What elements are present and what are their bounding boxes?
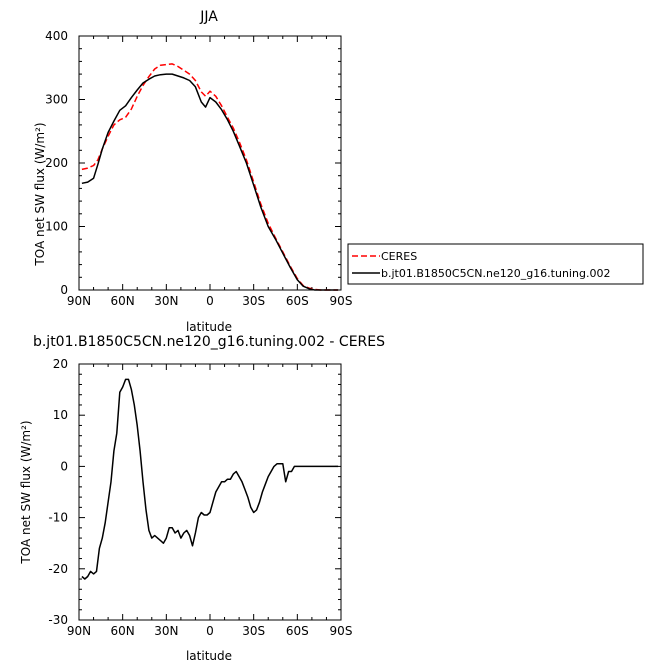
bottom-ylabel: TOA net SW flux (W/m²) (19, 420, 33, 564)
top-plot-frame (78, 35, 342, 291)
top-series-line-1 (81, 73, 339, 291)
bottom-xtick-label: 90N (67, 624, 91, 638)
bottom-ytick-label: -10 (48, 511, 68, 525)
bottom-ytick-label: 0 (60, 459, 68, 473)
bottom-panel: b.jt01.B1850C5CN.ne120_g16.tuning.002 - … (19, 334, 385, 663)
top-xtick-label: 0 (206, 294, 214, 308)
top-xtick-label: 90S (330, 294, 353, 308)
top-ytick-label: 0 (60, 283, 68, 297)
bottom-ytick-label: -30 (48, 613, 68, 627)
top-xtick-label: 30S (242, 294, 265, 308)
top-xtick-label: 60N (111, 294, 135, 308)
legend-label-model: b.jt01.B1850C5CN.ne120_g16.tuning.002 (381, 267, 610, 280)
legend-label-ceres: CERES (381, 250, 417, 263)
bottom-xtick-label: 60S (286, 624, 309, 638)
bottom-xlabel: latitude (186, 649, 232, 663)
bottom-series-line-0 (81, 378, 339, 580)
top-ylabel: TOA net SW flux (W/m²) (33, 122, 47, 266)
top-title: JJA (199, 9, 218, 25)
top-panel: JJA TOA net SW flux (W/m²) latitude 90N 6… (33, 9, 352, 334)
bottom-ytick-label: -20 (48, 562, 68, 576)
bottom-title: b.jt01.B1850C5CN.ne120_g16.tuning.002 - … (33, 334, 385, 350)
legend-frame (347, 243, 644, 285)
bottom-xtick-label: 30N (154, 624, 178, 638)
top-ytick-label: 400 (45, 29, 68, 43)
top-xtick-label: 60S (286, 294, 309, 308)
legend: CERES b.jt01.B1850C5CN.ne120_g16.tuning.… (347, 243, 644, 285)
top-xtick-label: 90N (67, 294, 91, 308)
bottom-plot-frame (78, 363, 342, 621)
bottom-xtick-label: 0 (206, 624, 214, 638)
top-ytick-label: 100 (45, 220, 68, 234)
top-xtick-label: 30N (154, 294, 178, 308)
bottom-xtick-label: 30S (242, 624, 265, 638)
bottom-axes: 90N 60N 30N 0 30S 60S 90S -30 -20 -10 0 10 20 (48, 357, 352, 638)
top-axes: 90N 60N 30N 0 30S 60S 90S 0 100 200 300 400 (45, 29, 352, 308)
top-ytick-label: 300 (45, 93, 68, 107)
bottom-ytick-label: 20 (53, 357, 68, 371)
bottom-series-group (81, 378, 339, 580)
top-xlabel: latitude (186, 320, 232, 334)
bottom-xtick-label: 90S (330, 624, 353, 638)
bottom-xtick-label: 60N (111, 624, 135, 638)
top-ytick-label: 200 (45, 156, 68, 170)
top-series-group (81, 63, 339, 291)
bottom-ytick-label: 10 (53, 408, 68, 422)
